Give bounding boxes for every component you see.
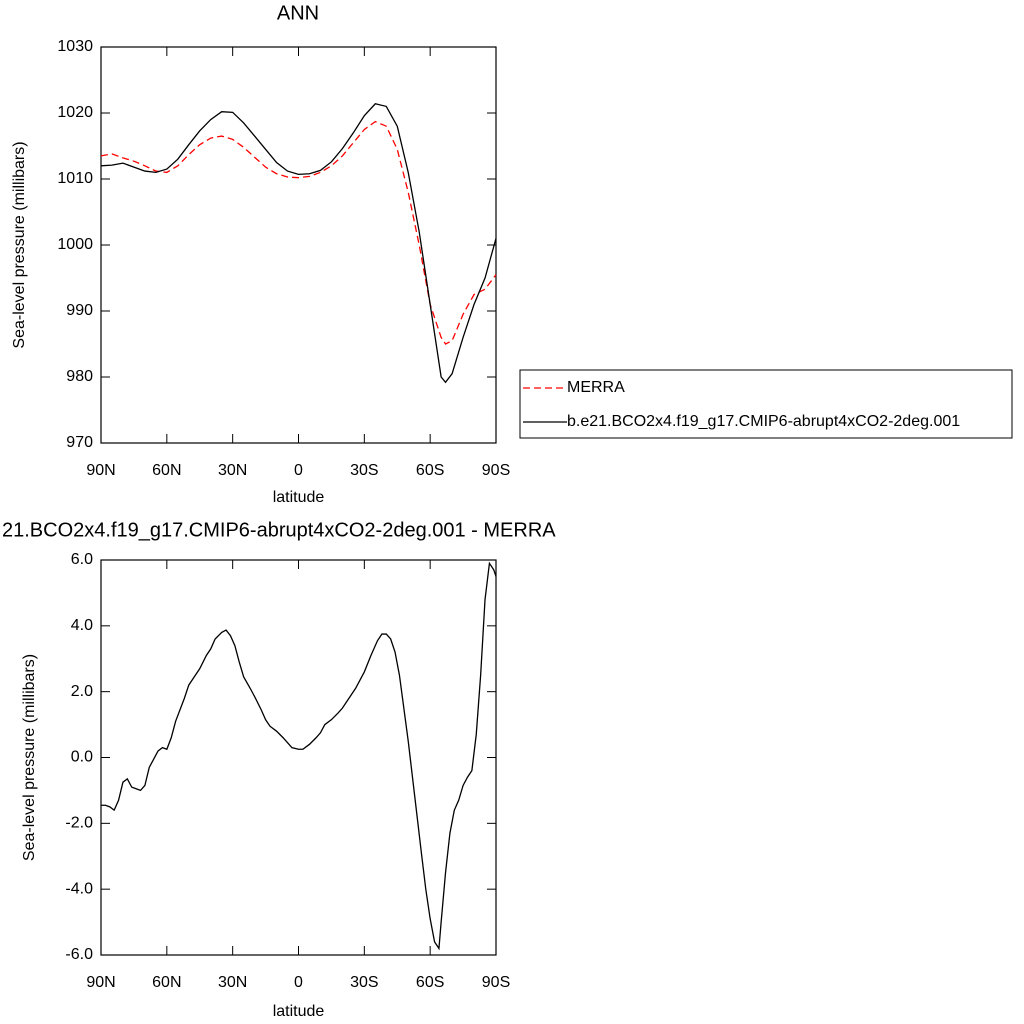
- y-tick-label: 2.0: [71, 683, 93, 700]
- y-tick-label: 990: [66, 302, 93, 319]
- data-line: [100, 103, 497, 384]
- x-axis-label: latitude: [273, 489, 325, 506]
- y-tick-label: 1010: [57, 170, 93, 187]
- y-tick-label: 4.0: [71, 617, 93, 634]
- chart-title: 21.BCO2x4.f19_g17.CMIP6-abrupt4xCO2-2deg…: [2, 519, 556, 541]
- legend-box: [519, 369, 1013, 439]
- y-tick-label: -4.0: [65, 880, 93, 897]
- y-tick-label: -6.0: [65, 946, 93, 963]
- y-tick-label: 1030: [57, 38, 93, 55]
- data-line: [100, 120, 497, 345]
- y-tick-label: 970: [66, 434, 93, 451]
- y-tick-label: 1000: [57, 236, 93, 253]
- y-tick-label: 980: [66, 368, 93, 385]
- x-tick-label: 30N: [218, 974, 247, 991]
- x-tick-label: 60N: [152, 462, 181, 479]
- plot-frame: [100, 46, 497, 444]
- y-tick-label: 1020: [57, 104, 93, 121]
- y-axis-label: Sea-level pressure (millibars): [21, 654, 38, 861]
- x-tick-label: 30S: [350, 462, 378, 479]
- plot-frame: [100, 559, 497, 956]
- y-axis-label: Sea-level pressure (millibars): [11, 141, 28, 348]
- x-tick-label: 30S: [350, 974, 378, 991]
- x-tick-label: 90S: [482, 462, 510, 479]
- x-tick-label: 90S: [482, 974, 510, 991]
- legend-label: b.e21.BCO2x4.f19_g17.CMIP6-abrupt4xCO2-2…: [567, 413, 960, 430]
- data-line: [101, 561, 497, 951]
- y-tick-label: 0.0: [71, 749, 93, 766]
- y-tick-label: -2.0: [65, 815, 93, 832]
- x-tick-label: 0: [294, 974, 303, 991]
- x-axis-label: latitude: [273, 1003, 325, 1020]
- x-tick-label: 60N: [152, 974, 181, 991]
- x-tick-label: 0: [294, 462, 303, 479]
- x-tick-label: 60S: [416, 462, 444, 479]
- x-tick-label: 30N: [218, 462, 247, 479]
- x-tick-label: 90N: [86, 462, 115, 479]
- x-tick-label: 60S: [416, 974, 444, 991]
- legend-label: MERRA: [567, 379, 625, 396]
- y-tick-label: 6.0: [71, 551, 93, 568]
- chart-title: ANN: [277, 2, 319, 24]
- x-tick-label: 90N: [86, 974, 115, 991]
